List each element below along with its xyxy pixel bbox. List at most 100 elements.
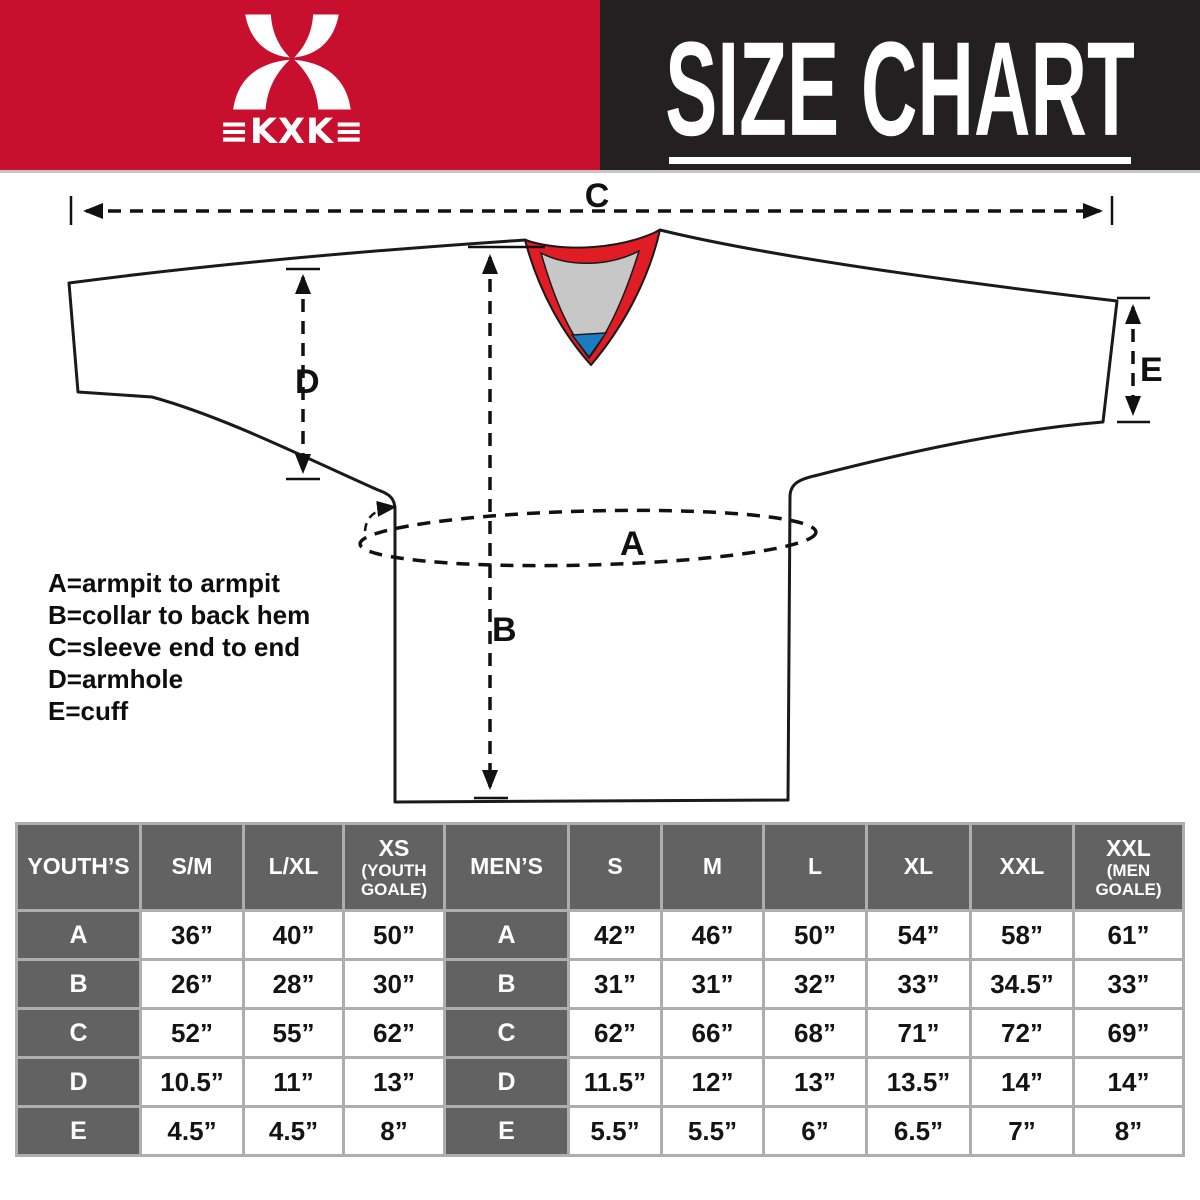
size-value-cell: 34.5” (972, 961, 1072, 1007)
size-value-cell: 11” (245, 1059, 342, 1105)
size-value-cell: 6.5” (868, 1108, 969, 1154)
column-header-sub: GOALE) (1095, 879, 1162, 899)
size-value-cell: 40” (245, 912, 342, 958)
row-label-cell: E (18, 1108, 139, 1154)
size-value-cell: 28” (245, 961, 342, 1007)
size-value-cell: 52” (142, 1010, 242, 1056)
size-value-cell: 54” (868, 912, 969, 958)
logo-sail-top-left (245, 14, 290, 58)
size-value-cell: 36” (142, 912, 242, 958)
jersey-collar-inner (539, 249, 641, 360)
size-value-cell: 5.5” (570, 1108, 660, 1154)
row-label-cell: D (18, 1059, 139, 1105)
size-value-cell: 62” (345, 1010, 443, 1056)
size-row-a: A 36” 40” 50” A 42” 46” 50” 54” 58” 61” (18, 912, 1182, 958)
size-value-cell: 14” (1075, 1059, 1182, 1105)
measure-label-c: C (585, 177, 610, 215)
size-value-cell: 8” (345, 1108, 443, 1154)
row-label-cell: C (18, 1010, 139, 1056)
size-value-cell: 69” (1075, 1010, 1182, 1056)
size-value-cell: 7” (972, 1108, 1072, 1154)
jersey-diagram: C D B E A (67, 177, 1163, 804)
column-header-sm: S/M (142, 825, 242, 909)
size-value-cell: 12” (663, 1059, 762, 1105)
legend-item: D=armhole (48, 664, 184, 694)
row-label-cell: E (446, 1108, 567, 1154)
size-value-cell: 13” (345, 1059, 443, 1105)
size-value-cell: 55” (245, 1010, 342, 1056)
measure-curl-arrow (363, 500, 397, 532)
logo-sail-top-right (294, 14, 339, 58)
row-label-cell: C (446, 1010, 567, 1056)
legend-item: C=sleeve end to end (48, 632, 301, 662)
size-value-cell: 61” (1075, 912, 1182, 958)
size-value-cell: 50” (765, 912, 865, 958)
size-value-cell: 62” (570, 1010, 660, 1056)
size-value-cell: 58” (972, 912, 1072, 958)
logo-sail-bottom-left (233, 59, 290, 110)
table-header-row: YOUTH’S S/M L/XL XS (YOUTH GOALE) MEN’S … (18, 825, 1182, 909)
column-header-xxl-men-goalie: XXL (MEN GOALE) (1075, 825, 1182, 909)
size-value-cell: 68” (765, 1010, 865, 1056)
size-value-cell: 66” (663, 1010, 762, 1056)
size-value-cell: 5.5” (663, 1108, 762, 1154)
column-header-lxl: L/XL (245, 825, 342, 909)
column-header-s: S (570, 825, 660, 909)
measure-label-e: E (1140, 351, 1163, 389)
size-value-cell: 33” (1075, 961, 1182, 1007)
size-value-cell: 71” (868, 1010, 969, 1056)
column-header-xl: XL (868, 825, 969, 909)
size-value-cell: 31” (570, 961, 660, 1007)
size-value-cell: 11.5” (570, 1059, 660, 1105)
kxk-logo-icon (233, 14, 351, 110)
title-underline (669, 157, 1131, 164)
column-header-xxl: XXL (972, 825, 1072, 909)
row-label-cell: B (18, 961, 139, 1007)
size-row-c: C 52” 55” 62” C 62” 66” 68” 71” 72” 69” (18, 1010, 1182, 1056)
size-value-cell: 26” (142, 961, 242, 1007)
legend-item: E=cuff (48, 696, 129, 726)
size-row-d: D 10.5” 11” 13” D 11.5” 12” 13” 13.5” 14” 14” (18, 1059, 1182, 1105)
column-header-sub: (YOUTH (361, 861, 427, 881)
size-value-cell: 6” (765, 1108, 865, 1154)
measure-ellipse-a (358, 508, 818, 568)
size-value-cell: 14” (972, 1059, 1072, 1105)
size-table-body: A 36” 40” 50” A 42” 46” 50” 54” 58” 61” B 26” 28” 30” B… (18, 912, 1182, 1154)
row-label-cell: A (18, 912, 139, 958)
page-title: SIZE CHART (665, 14, 1135, 164)
column-header-m: M (663, 825, 762, 909)
row-label-cell: A (446, 912, 567, 958)
size-value-cell: 32” (765, 961, 865, 1007)
jersey-collar-inlay (570, 332, 608, 359)
column-header-label: XXL (1106, 834, 1151, 861)
measurement-legend: A=armpit to armpit B=collar to back hem … (48, 567, 310, 727)
legend-item: B=collar to back hem (48, 600, 311, 630)
title-panel: SIZE CHART (600, 0, 1200, 170)
measure-label-d: D (295, 363, 320, 401)
jersey-outline (67, 228, 1119, 804)
column-header-l: L (765, 825, 865, 909)
size-value-cell: 50” (345, 912, 443, 958)
brand-panel: ≡KXK≡ (0, 0, 600, 170)
size-value-cell: 13.5” (868, 1059, 969, 1105)
column-header-sub: (MEN (1106, 861, 1151, 881)
header: ≡KXK≡ SIZE CHART (0, 0, 1200, 170)
size-value-cell: 31” (663, 961, 762, 1007)
size-value-cell: 30” (345, 961, 443, 1007)
row-label-cell: B (446, 961, 567, 1007)
measure-label-b: B (492, 611, 517, 649)
size-value-cell: 4.5” (142, 1108, 242, 1154)
size-value-cell: 10.5” (142, 1059, 242, 1105)
size-table: YOUTH’S S/M L/XL XS (YOUTH GOALE) MEN’S … (15, 822, 1185, 1157)
column-header-label: XS (378, 834, 410, 861)
brand-logo-text: ≡KXK≡ (219, 112, 365, 152)
size-value-cell: 72” (972, 1010, 1072, 1056)
size-value-cell: 8” (1075, 1108, 1182, 1154)
measure-label-a: A (620, 525, 645, 563)
column-header-sub: GOALE) (360, 879, 428, 899)
size-row-e: E 4.5” 4.5” 8” E 5.5” 5.5” 6” 6.5” 7” 8” (18, 1108, 1182, 1154)
legend-item: A=armpit to armpit (48, 568, 280, 598)
column-header-mens: MEN’S (446, 825, 567, 909)
column-header-youths: YOUTH’S (18, 825, 139, 909)
size-value-cell: 13” (765, 1059, 865, 1105)
